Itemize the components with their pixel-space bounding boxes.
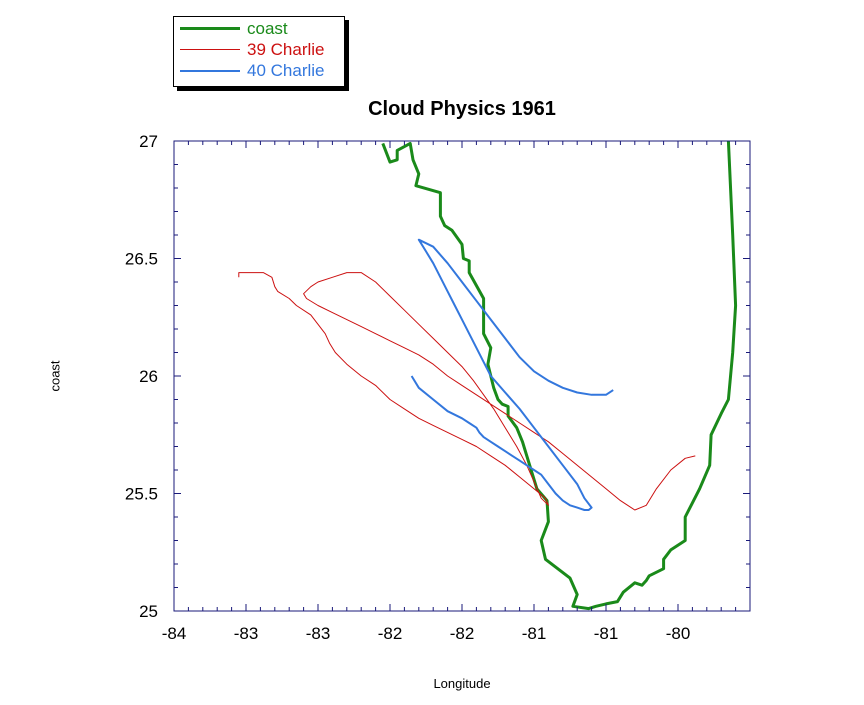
legend-label-39-charlie: 39 Charlie [247, 40, 325, 59]
legend-item-39-charlie: 39 Charlie [180, 41, 325, 58]
y-tick-label: 26.5 [125, 250, 158, 269]
legend-item-coast: coast [180, 20, 288, 37]
legend-swatch-coast [180, 27, 240, 30]
tick-labels-layer: -84 -83 -83 -82 -82 -81 -81 -80 25 25.5 26 26.5 27 [125, 132, 690, 643]
x-tick-label: -82 [450, 624, 475, 643]
legend-label-coast: coast [247, 19, 288, 38]
plot-frame [173, 140, 751, 612]
legend-label-40-charlie: 40 Charlie [247, 61, 325, 80]
chart-title: Cloud Physics 1961 [368, 98, 556, 120]
legend-swatch-39-charlie [180, 49, 240, 50]
legend-swatch-40-charlie [180, 69, 240, 72]
series-layer [238, 140, 738, 611]
series-line-39-charlie [238, 272, 696, 511]
y-tick-label: 25 [139, 602, 158, 621]
x-tick-label: -83 [306, 624, 331, 643]
x-tick-label: -81 [522, 624, 547, 643]
x-tick-label: -80 [666, 624, 691, 643]
y-axis-label: coast [47, 360, 63, 392]
series-line-coast [381, 140, 738, 611]
x-tick-label: -84 [162, 624, 187, 643]
x-tick-label: -82 [378, 624, 403, 643]
y-tick-label: 27 [139, 132, 158, 151]
x-tick-label: -81 [594, 624, 619, 643]
y-tick-label: 25.5 [125, 485, 158, 504]
series-line-40-charlie [410, 238, 614, 511]
x-tick-label: -83 [234, 624, 259, 643]
ticks-layer [173, 140, 751, 612]
legend-item-40-charlie: 40 Charlie [180, 62, 325, 79]
legend: coast 39 Charlie 40 Charlie [173, 16, 345, 87]
y-tick-label: 26 [139, 367, 158, 386]
x-axis-label: Longitude [433, 676, 491, 691]
